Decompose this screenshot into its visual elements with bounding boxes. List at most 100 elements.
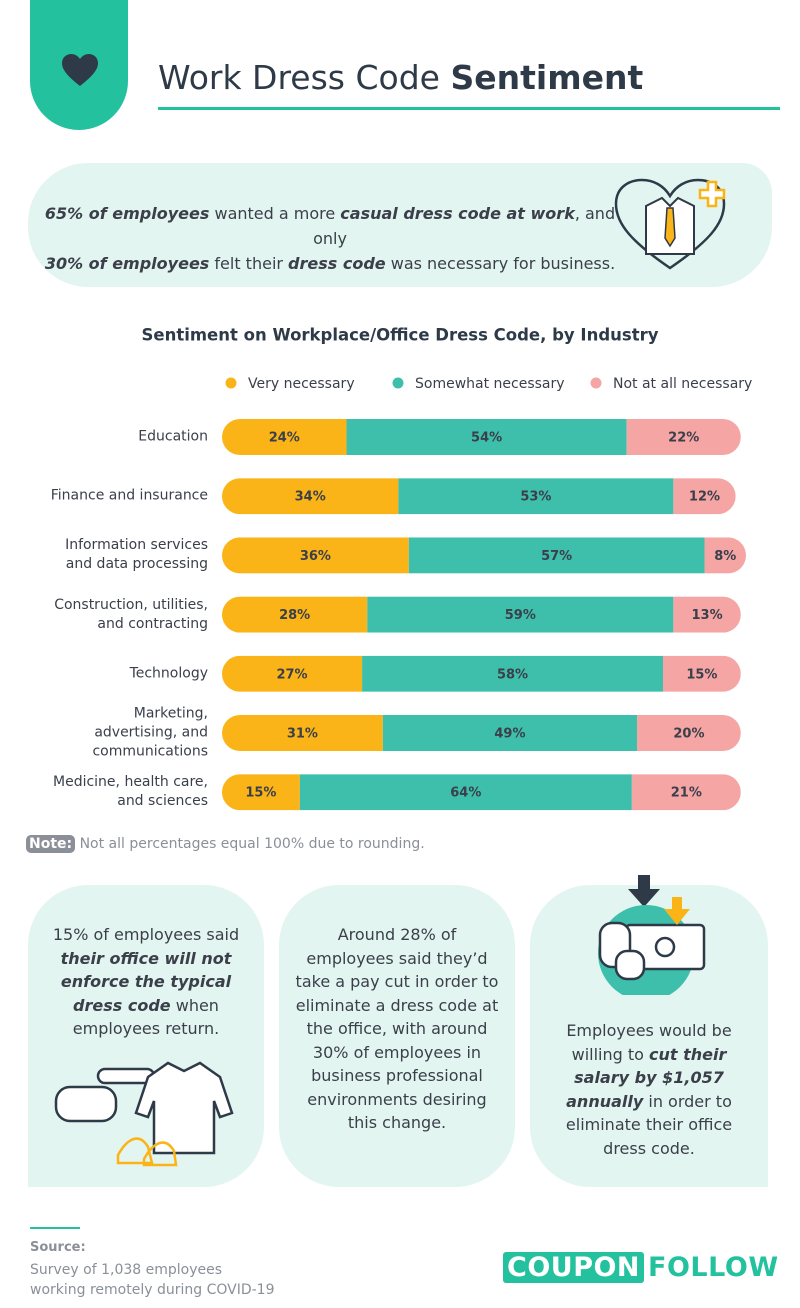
value-label: 64% (450, 786, 481, 801)
legend-label: Not at all necessary (613, 376, 752, 392)
bar-segment (367, 596, 674, 633)
value-label: 59% (505, 608, 536, 623)
category-label: Finance and insurance (50, 487, 208, 504)
chart-title: Sentiment on Workplace/Office Dress Code… (142, 326, 659, 345)
legend-swatch (590, 377, 602, 389)
legend-label: Very necessary (248, 376, 355, 392)
value-label: 36% (300, 549, 331, 564)
value-label: 28% (279, 608, 310, 623)
category-label: Construction, utilities, and contracting (54, 596, 208, 632)
value-label: 22% (668, 431, 699, 446)
legend-swatch (225, 377, 237, 389)
logo: COUPON FOLLOW (503, 1252, 779, 1283)
card-text: Around 28% of employees said they’d take… (295, 923, 499, 1135)
intro-run: casual dress code at work (340, 204, 575, 223)
card: Around 28% of employees said they’d take… (279, 885, 515, 1187)
bar-segment (673, 596, 741, 633)
shirt-heart-icon (614, 178, 726, 270)
hand-blouse-icon (54, 1061, 234, 1167)
card-run: 15% of employees said (52, 925, 240, 944)
intro-run: dress code (288, 254, 386, 273)
value-label: 24% (269, 431, 300, 446)
bar-row (222, 537, 746, 574)
category-label: Information services and data processing (65, 537, 208, 573)
category-label: Education (138, 428, 208, 445)
bar-segment (637, 715, 741, 751)
bar-segment (408, 537, 705, 574)
value-label: 58% (497, 667, 528, 682)
intro-text: 65% of employees wanted a more casual dr… (40, 201, 620, 276)
legend-swatch (392, 377, 404, 389)
value-label: 13% (692, 608, 723, 623)
source-rule (30, 1227, 80, 1229)
value-label: 15% (245, 786, 276, 801)
card-run: Around 28% of employees said they’d take… (295, 925, 499, 1132)
title-text: Work Dress Code (158, 58, 451, 97)
intro-run: 65% of employees (44, 204, 210, 223)
bar-segment (626, 419, 741, 455)
bar-segment (631, 774, 741, 811)
value-label: 27% (276, 667, 307, 682)
value-label: 49% (494, 727, 525, 742)
value-label: 34% (295, 490, 326, 505)
bar-segment (398, 478, 674, 515)
category-label: Marketing, advertising, and communicatio… (92, 705, 208, 760)
bar-segment (704, 537, 746, 574)
intro-run: , and only (313, 204, 616, 248)
note: Note: Not all percentages equal 100% due… (26, 835, 425, 853)
source-label: Source: (30, 1240, 86, 1255)
value-label: 15% (686, 667, 717, 682)
bar-segment (222, 419, 347, 455)
intro-run: 30% of employees (44, 254, 210, 273)
bar-segment (362, 655, 663, 692)
value-label: 12% (689, 490, 720, 505)
bar-segment (299, 774, 632, 811)
legend-label: Somewhat necessary (415, 376, 565, 392)
bar-segment (222, 537, 409, 574)
bar-segment (673, 478, 736, 515)
logo-left: COUPON (503, 1252, 645, 1283)
bar-segment (222, 655, 363, 692)
intro-run: felt their (209, 254, 289, 273)
value-label: 31% (287, 727, 318, 742)
intro-run: wanted a more (209, 204, 341, 223)
bar-row (222, 419, 741, 455)
card: Employees would be willing to cut their … (530, 875, 768, 1187)
bar-row (222, 478, 736, 515)
logo-right: FOLLOW (648, 1252, 779, 1283)
value-label: 21% (671, 786, 702, 801)
card-run: in order to eliminate their office dress… (565, 1091, 733, 1158)
bar-row (222, 715, 741, 751)
value-label: 8% (714, 549, 736, 564)
bar-row (222, 655, 741, 692)
bar-segment (222, 715, 383, 751)
card: 15% of employees said their office will … (28, 885, 264, 1187)
money-icon (598, 875, 706, 995)
card-run: their office will not enforce the typica… (60, 948, 232, 1015)
note-label: Note: (26, 835, 76, 853)
category-label: Technology (129, 665, 208, 682)
card-text: Employees would be willing to cut their … (546, 1019, 752, 1160)
bar-segment (222, 478, 399, 515)
source-text: Survey of 1,038 employees working remote… (30, 1262, 275, 1298)
category-label: Medicine, health care, and sciences (53, 774, 208, 810)
bar-segment (662, 655, 741, 692)
heart-icon (62, 54, 98, 86)
card-run: Employees would be willing to (566, 1021, 732, 1064)
title-rule (158, 107, 780, 110)
value-label: 57% (541, 549, 572, 564)
card-text: 15% of employees said their office will … (44, 923, 248, 1041)
title: Work Dress Code Sentiment (158, 58, 643, 97)
card-run: when employees return. (72, 995, 220, 1039)
title-bold: Sentiment (450, 58, 644, 97)
card-run: cut their salary by $1,057 annually (566, 1044, 727, 1111)
bar-row (222, 774, 741, 811)
bar-row (222, 596, 741, 633)
note-text: Not all percentages equal 100% due to ro… (79, 836, 425, 852)
bar-segment (382, 715, 638, 751)
intro-run: was necessary for business. (385, 254, 616, 273)
value-label: 20% (673, 727, 704, 742)
bar-segment (222, 596, 368, 633)
chart: Sentiment on Workplace/Office Dress Code… (142, 326, 752, 811)
